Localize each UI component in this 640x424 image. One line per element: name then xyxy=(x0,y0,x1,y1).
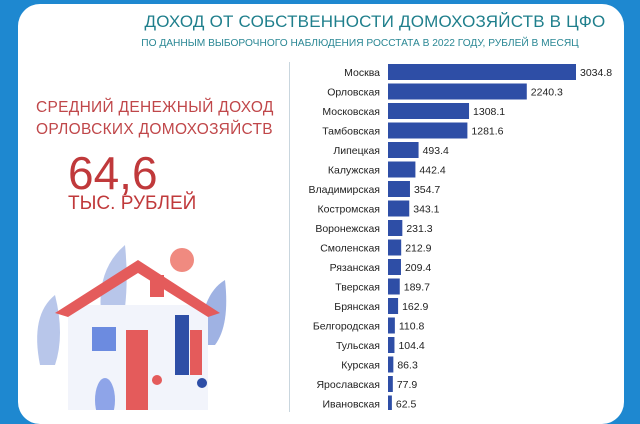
value-label: 231.3 xyxy=(406,223,432,235)
value-label: 354.7 xyxy=(414,184,440,196)
bar xyxy=(388,83,527,100)
bar xyxy=(388,278,400,295)
bar xyxy=(388,64,576,80)
bar xyxy=(388,220,403,236)
value-label: 343.1 xyxy=(413,204,439,216)
value-label: 104.4 xyxy=(398,340,424,352)
category-label: Ивановская xyxy=(322,399,380,411)
category-label: Орловская xyxy=(327,87,380,99)
category-label: Брянская xyxy=(334,301,380,313)
category-label: Москва xyxy=(344,67,380,79)
category-label: Рязанская xyxy=(330,262,380,274)
category-label: Тульская xyxy=(336,340,380,352)
value-label: 77.9 xyxy=(397,379,418,391)
lead-line-1: СРЕДНИЙ ДЕНЕЖНЫЙ ДОХОД xyxy=(36,99,274,116)
category-label: Владимирская xyxy=(309,184,381,196)
bar xyxy=(388,259,401,275)
highlight-label: СРЕДНИЙ ДЕНЕЖНЫЙ ДОХОД ОРЛОВСКИХ ДОМОХОЗЯ… xyxy=(36,97,274,141)
bar xyxy=(388,376,393,392)
bar xyxy=(388,122,468,139)
category-label: Липецкая xyxy=(333,145,380,157)
category-label: Курская xyxy=(341,360,380,372)
page-subtitle: ПО ДАННЫМ ВЫБОРОЧНОГО НАБЛЮДЕНИЯ РОССТАТ… xyxy=(141,38,579,49)
bar xyxy=(388,337,395,353)
bar xyxy=(388,395,392,410)
value-label: 3034.8 xyxy=(580,67,612,79)
value-label: 162.9 xyxy=(402,301,428,313)
value-label: 493.4 xyxy=(423,145,449,157)
bar xyxy=(388,142,419,158)
category-label: Калужская xyxy=(328,165,380,177)
bar xyxy=(388,356,394,373)
highlight-unit: ТЫС. РУБЛЕЙ xyxy=(68,193,197,214)
bar xyxy=(388,298,399,314)
category-label: Смоленская xyxy=(320,243,380,255)
house-illustration xyxy=(37,245,227,410)
value-label: 189.7 xyxy=(404,282,430,294)
category-label: Белгородская xyxy=(313,321,380,333)
value-label: 212.9 xyxy=(405,243,431,255)
bar-chart: Москва 3034.8 Орловская 2240.3 Московская 130… xyxy=(309,64,612,411)
value-label: 86.3 xyxy=(397,360,418,372)
bar xyxy=(388,239,402,256)
value-label: 1281.6 xyxy=(471,126,503,138)
lead-line-2: ОРЛОВСКИХ ДОМОХОЗЯЙСТВ xyxy=(36,121,273,138)
bar xyxy=(388,181,410,197)
page-title: ДОХОД ОТ СОБСТВЕННОСТИ ДОМОХОЗЯЙСТВ В ЦФ… xyxy=(144,12,606,31)
bar xyxy=(388,317,395,334)
category-label: Тверская xyxy=(335,282,380,294)
category-label: Тамбовская xyxy=(322,126,380,138)
bar xyxy=(388,103,470,119)
value-label: 62.5 xyxy=(396,399,417,411)
category-label: Московская xyxy=(322,106,380,118)
highlight-value: 64,6 xyxy=(68,147,158,199)
value-label: 110.8 xyxy=(399,321,425,333)
bar xyxy=(388,161,416,178)
category-label: Ярославская xyxy=(316,379,380,391)
bar xyxy=(388,200,410,217)
category-label: Воронежская xyxy=(315,223,380,235)
value-label: 442.4 xyxy=(419,165,445,177)
value-label: 1308.1 xyxy=(473,106,505,118)
divider xyxy=(289,62,290,412)
value-label: 209.4 xyxy=(405,262,431,274)
category-label: Костромская xyxy=(317,204,380,216)
value-label: 2240.3 xyxy=(531,87,563,99)
